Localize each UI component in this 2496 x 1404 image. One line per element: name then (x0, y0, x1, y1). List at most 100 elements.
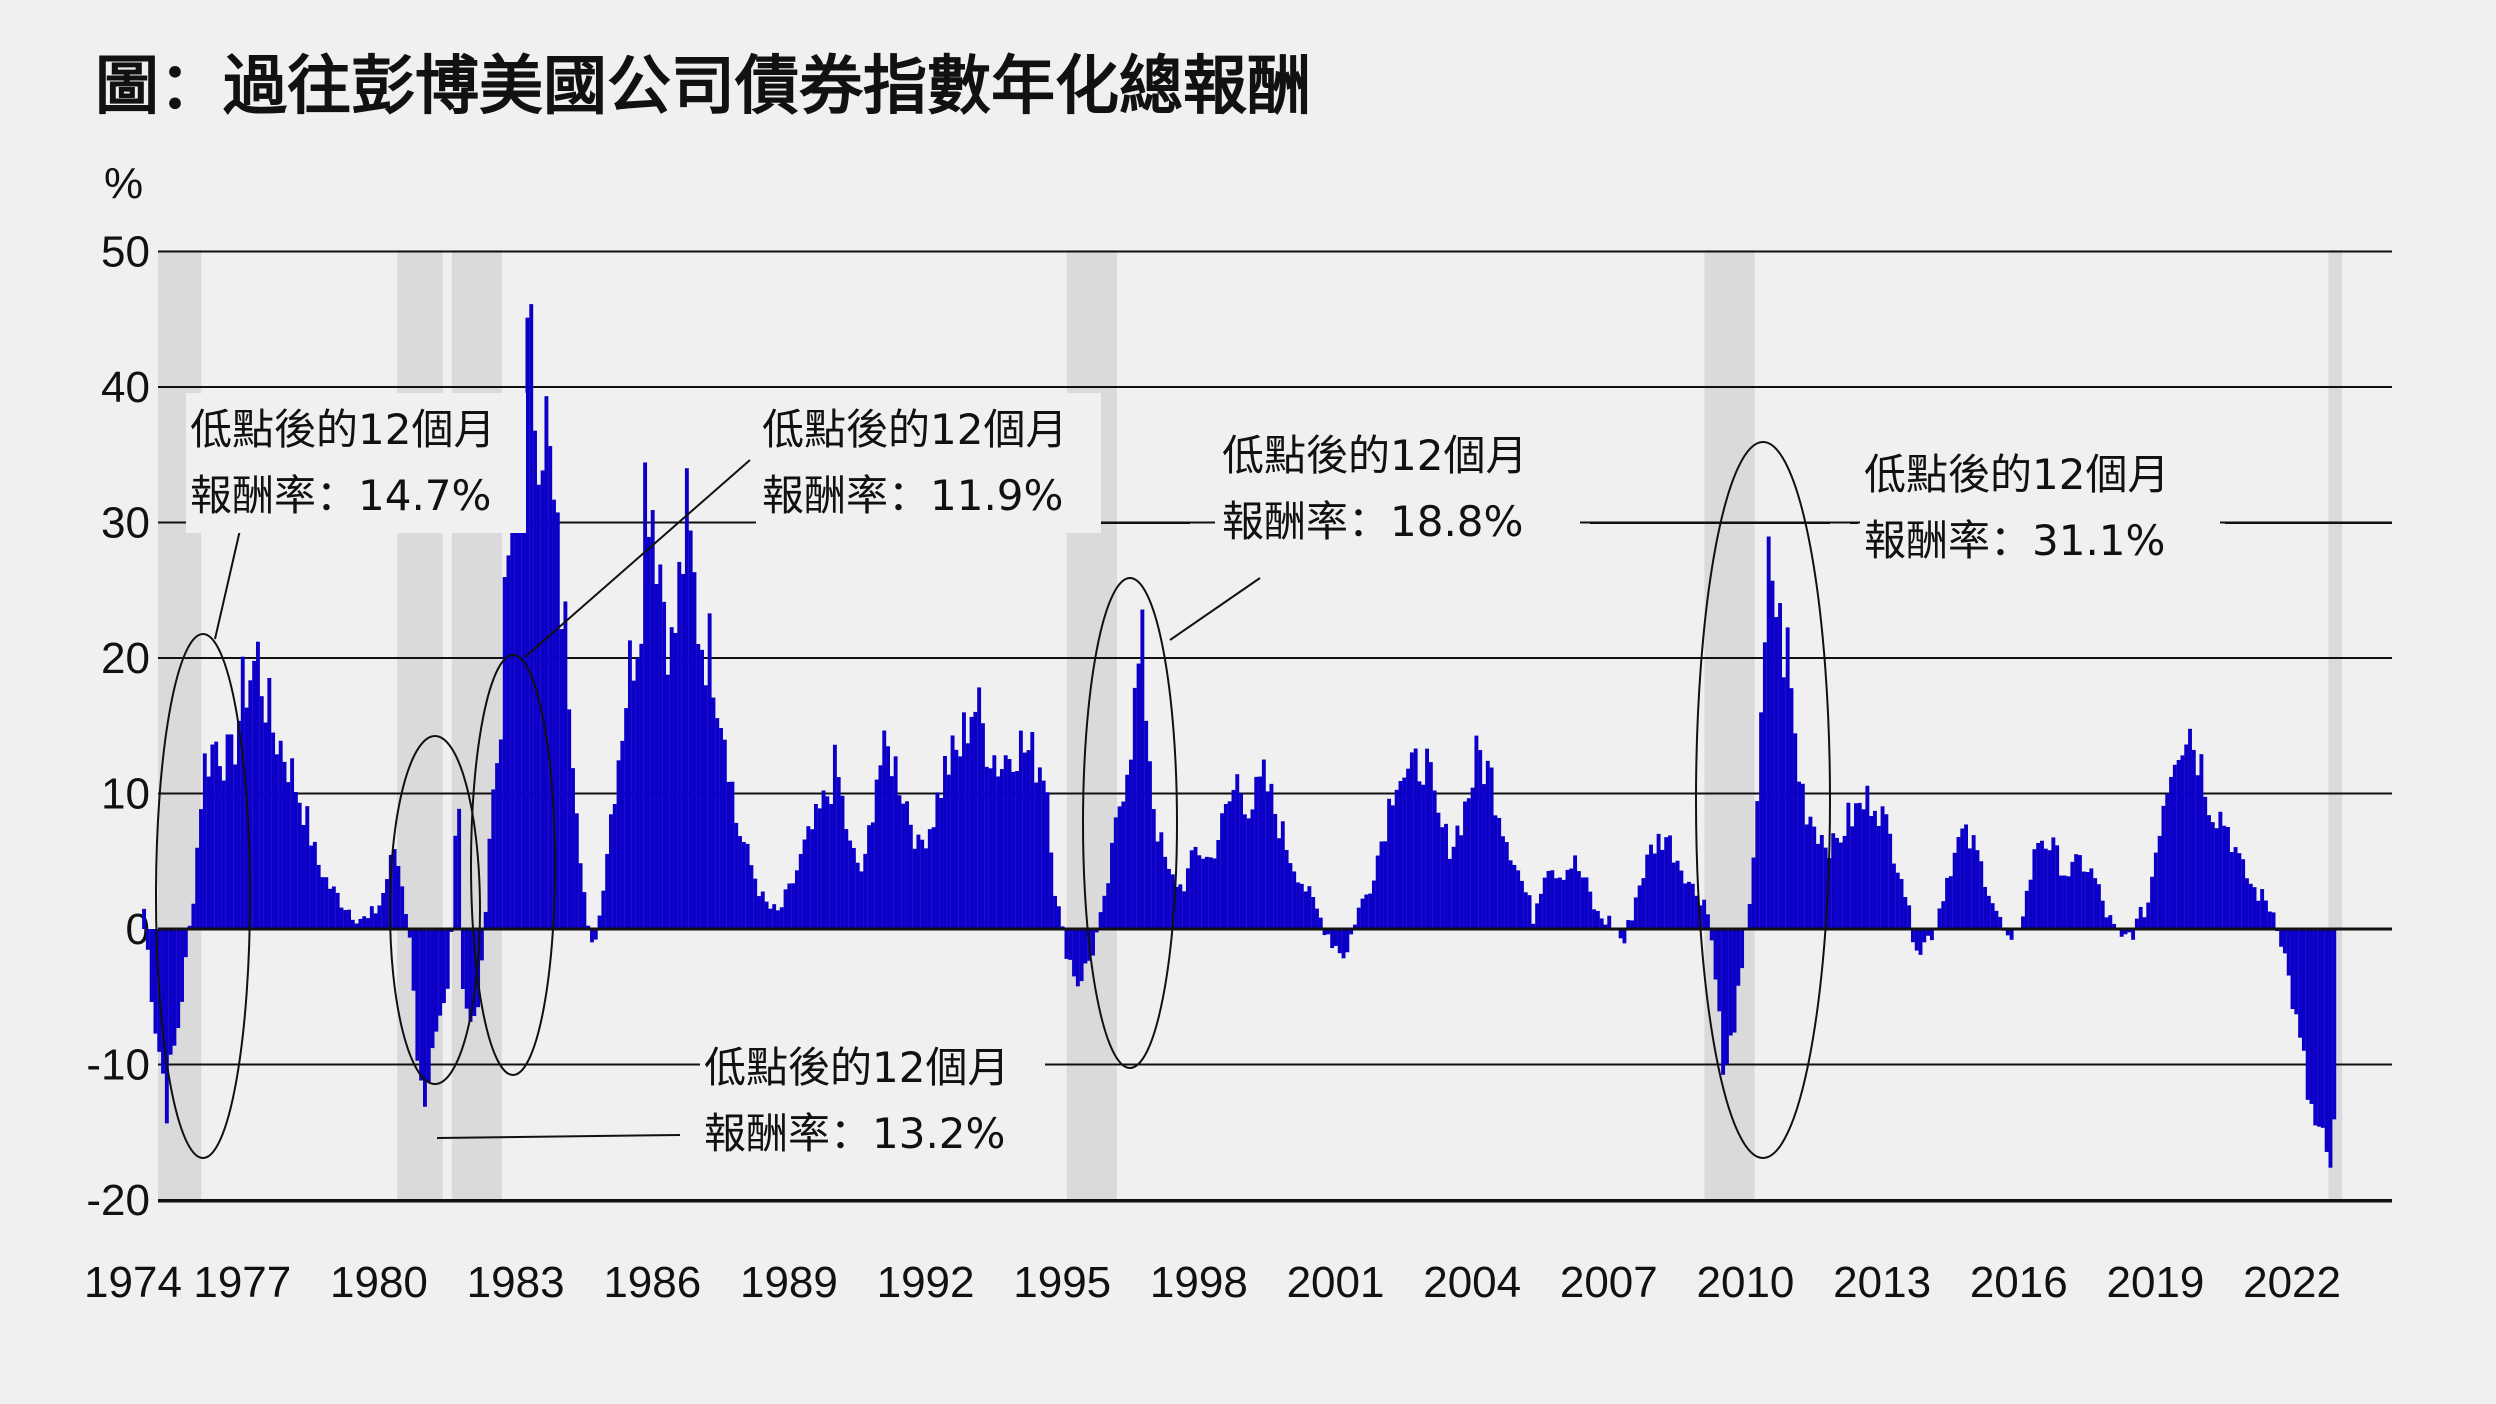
bar (1174, 886, 1179, 929)
shaded-period-4 (1066, 250, 1117, 1200)
bar (1922, 929, 1927, 943)
bar (916, 834, 921, 929)
bar (870, 822, 875, 929)
annotation-3-line1: 低點後的12個月 (762, 405, 1067, 454)
bar (1166, 868, 1171, 929)
bar (309, 845, 314, 929)
bar (1873, 810, 1877, 929)
bar (434, 929, 439, 1032)
bar (1307, 886, 1312, 929)
bar (1356, 907, 1361, 929)
bar (1318, 917, 1323, 929)
bar (521, 458, 526, 929)
bar (438, 929, 443, 1016)
bar (1948, 876, 1953, 929)
bar (935, 792, 940, 929)
bar (1265, 791, 1270, 929)
bar (931, 827, 936, 929)
bar (2241, 859, 2246, 929)
bar (605, 853, 610, 929)
bar (1857, 802, 1862, 929)
bar (559, 629, 564, 929)
chart-title: 圖：過往彭博美國公司債券指數年化總報酬 (95, 50, 1311, 124)
bar (1220, 813, 1225, 929)
bar (1774, 617, 1779, 929)
bar (692, 572, 697, 929)
bar (1649, 844, 1653, 929)
bar (681, 573, 686, 929)
bar (1170, 874, 1175, 929)
bar (1049, 852, 1054, 929)
bar (1406, 768, 1411, 929)
bar (1223, 804, 1228, 929)
bar (2142, 917, 2147, 929)
bar (567, 709, 572, 929)
bar (1201, 858, 1206, 929)
bar (1034, 782, 1039, 929)
bar (441, 929, 446, 1004)
annotation-4-line2: 報酬率：18.8% (1222, 497, 1523, 546)
bar (2005, 929, 2010, 936)
bar (1816, 843, 1820, 929)
bar (2165, 793, 2170, 929)
bar (1246, 818, 1251, 929)
bar (1660, 849, 1665, 929)
bar (1785, 627, 1790, 929)
bar (1854, 803, 1858, 929)
bar (2313, 929, 2318, 1126)
bar (221, 780, 226, 929)
x-tick-label: 2001 (1287, 1258, 1385, 1307)
bar (734, 822, 739, 929)
bar (700, 649, 704, 929)
bar (1808, 816, 1813, 929)
bar (1998, 916, 2003, 929)
bar (1633, 897, 1638, 929)
bar (472, 929, 477, 1016)
bar (688, 530, 693, 929)
bar (760, 891, 765, 929)
bar (2214, 828, 2219, 929)
y-tick-label: 50 (101, 228, 150, 277)
bar (430, 929, 435, 1049)
bar (996, 776, 1001, 929)
bar (1964, 824, 1969, 929)
bar (669, 627, 674, 929)
bar (1041, 780, 1046, 929)
bar (719, 727, 723, 929)
x-tick-label: 1995 (1013, 1258, 1111, 1307)
bar (2286, 929, 2291, 976)
bar (1163, 856, 1168, 929)
bar (2157, 835, 2162, 929)
bar (2184, 744, 2189, 929)
bar (1208, 857, 1213, 929)
bar (2282, 929, 2287, 954)
bar (1797, 781, 1801, 929)
bar (1850, 826, 1855, 929)
bar (324, 877, 329, 929)
y-axis-unit-label: % (104, 159, 143, 208)
bar (487, 838, 492, 929)
bar (1800, 783, 1805, 929)
bar (149, 929, 154, 1003)
bar (2051, 837, 2056, 929)
bar (1565, 869, 1570, 929)
bar (202, 753, 207, 929)
bar (2237, 853, 2242, 929)
bar (2328, 929, 2333, 1168)
bar (555, 512, 560, 929)
bar (1155, 841, 1160, 929)
x-axis-ticks: 1974 1977 1980 1983 1986 1989 1992 1995 1998 2001… (84, 1258, 2341, 1307)
bar (1668, 835, 1672, 929)
bar (2191, 749, 2196, 929)
bar (218, 766, 222, 929)
bar (2100, 900, 2105, 929)
bar-series (142, 304, 2337, 1168)
bar (1102, 895, 1107, 929)
bar (855, 862, 860, 929)
bar (1072, 929, 1076, 977)
bar (392, 849, 397, 929)
x-tick-label: 2022 (2243, 1258, 2341, 1307)
bar (1193, 846, 1198, 929)
bar (2222, 825, 2227, 929)
